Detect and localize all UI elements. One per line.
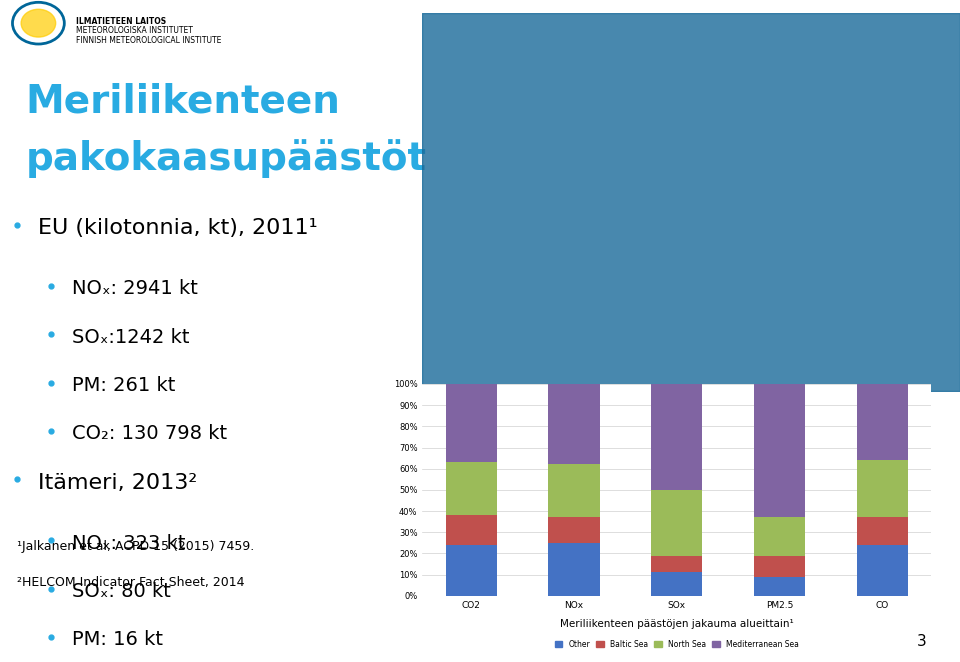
Text: PM: 16 kt: PM: 16 kt <box>72 630 163 649</box>
Bar <box>548 465 600 518</box>
Text: SOₓ: 80 kt: SOₓ: 80 kt <box>72 582 171 601</box>
Text: NOₓ: 2941 kt: NOₓ: 2941 kt <box>72 279 198 299</box>
Bar <box>856 460 908 518</box>
Text: PM: 261 kt: PM: 261 kt <box>72 376 175 395</box>
Bar <box>548 518 600 543</box>
Bar <box>445 462 497 515</box>
Bar <box>445 384 497 462</box>
Text: NOₓ: 323 kt: NOₓ: 323 kt <box>72 534 185 553</box>
Text: EU (kilotonnia, kt), 2011¹: EU (kilotonnia, kt), 2011¹ <box>38 218 318 238</box>
Text: Itämeri, 2013²: Itämeri, 2013² <box>38 473 197 493</box>
Text: SOₓ:1242 kt: SOₓ:1242 kt <box>72 328 189 347</box>
Bar <box>856 545 908 596</box>
Bar <box>856 518 908 545</box>
Bar <box>754 555 805 577</box>
Text: ²HELCOM Indicator Fact Sheet, 2014: ²HELCOM Indicator Fact Sheet, 2014 <box>17 576 245 589</box>
Legend: Other, Baltic Sea, North Sea, Mediterranean Sea: Other, Baltic Sea, North Sea, Mediterran… <box>552 638 802 651</box>
Bar <box>651 555 703 573</box>
Text: ¹Jalkanen et al, ACPD 15 (2015) 7459.: ¹Jalkanen et al, ACPD 15 (2015) 7459. <box>17 540 254 553</box>
Text: 3: 3 <box>917 634 926 649</box>
Text: METEOROLOGISKA INSTITUTET: METEOROLOGISKA INSTITUTET <box>76 26 193 36</box>
Bar <box>445 545 497 596</box>
Bar <box>754 384 805 518</box>
Text: FINNISH METEOROLOGICAL INSTITUTE: FINNISH METEOROLOGICAL INSTITUTE <box>76 36 222 46</box>
Bar <box>856 384 908 460</box>
Circle shape <box>21 9 56 37</box>
Bar <box>651 490 703 555</box>
Bar <box>651 573 703 596</box>
Bar <box>548 384 600 465</box>
Bar <box>754 577 805 596</box>
Bar <box>548 543 600 596</box>
Text: Meriliikenteen: Meriliikenteen <box>25 83 340 120</box>
Text: Meriliikenteen päästöjen jakauma alueittain¹: Meriliikenteen päästöjen jakauma alueitt… <box>560 619 794 629</box>
Text: ILMATIETEEN LAITOS: ILMATIETEEN LAITOS <box>76 17 166 26</box>
Text: CO₂: 130 798 kt: CO₂: 130 798 kt <box>72 424 227 444</box>
Bar <box>754 518 805 555</box>
Bar <box>651 384 703 490</box>
Bar <box>445 515 497 545</box>
Text: pakokaasupäästöt: pakokaasupäästöt <box>25 139 426 178</box>
